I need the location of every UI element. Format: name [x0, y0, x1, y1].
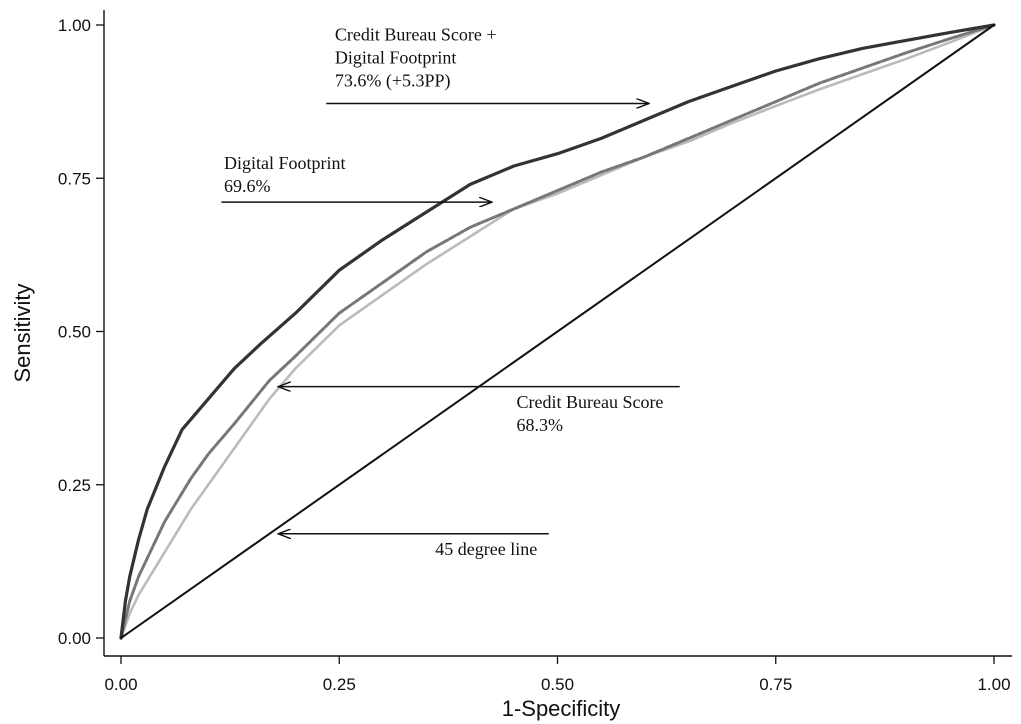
x-tick-label: 0.50 [541, 675, 574, 694]
annotation-combined-text: 73.6% (+5.3PP) [335, 70, 451, 91]
y-tick-label: 0.25 [58, 476, 91, 495]
series-line-reference-45 [120, 24, 995, 639]
x-tick-label: 0.00 [104, 675, 137, 694]
y-tick-label: 0.50 [58, 323, 91, 342]
annotation-digital-footprint-text: Digital Footprint [224, 153, 346, 173]
annotation-credit-bureau-text: 68.3% [516, 415, 563, 435]
series-lines [119, 23, 996, 640]
annotation-reference-45-text: 45 degree line [435, 539, 537, 559]
y-tick-label: 1.00 [58, 16, 91, 35]
annotation-combined-text: Credit Bureau Score + [335, 24, 497, 44]
axes: 0.00 0.25 0.50 0.75 1.00 0.00 0.25 0.50 0.75 1.00 [58, 10, 1012, 694]
annotation-combined-text: Digital Footprint [335, 47, 457, 67]
annotation-credit-bureau-text: Credit Bureau Score [516, 392, 663, 412]
x-tick-label: 0.25 [323, 675, 356, 694]
x-axis-title: 1-Specificity [502, 696, 621, 721]
y-tick-label: 0.75 [58, 169, 91, 188]
y-axis-title: Sensitivity [10, 283, 35, 382]
annotations: Credit Bureau Score + Digital Footprint 73… [221, 24, 680, 559]
series-line-digital-footprint [119, 23, 996, 640]
x-tick-label: 1.00 [977, 675, 1010, 694]
series-line-credit-bureau [119, 23, 996, 640]
series-line-combined [119, 23, 996, 640]
x-tick-label: 0.75 [759, 675, 792, 694]
y-tick-label: 0.00 [58, 629, 91, 648]
annotation-digital-footprint-text: 69.6% [224, 176, 271, 196]
